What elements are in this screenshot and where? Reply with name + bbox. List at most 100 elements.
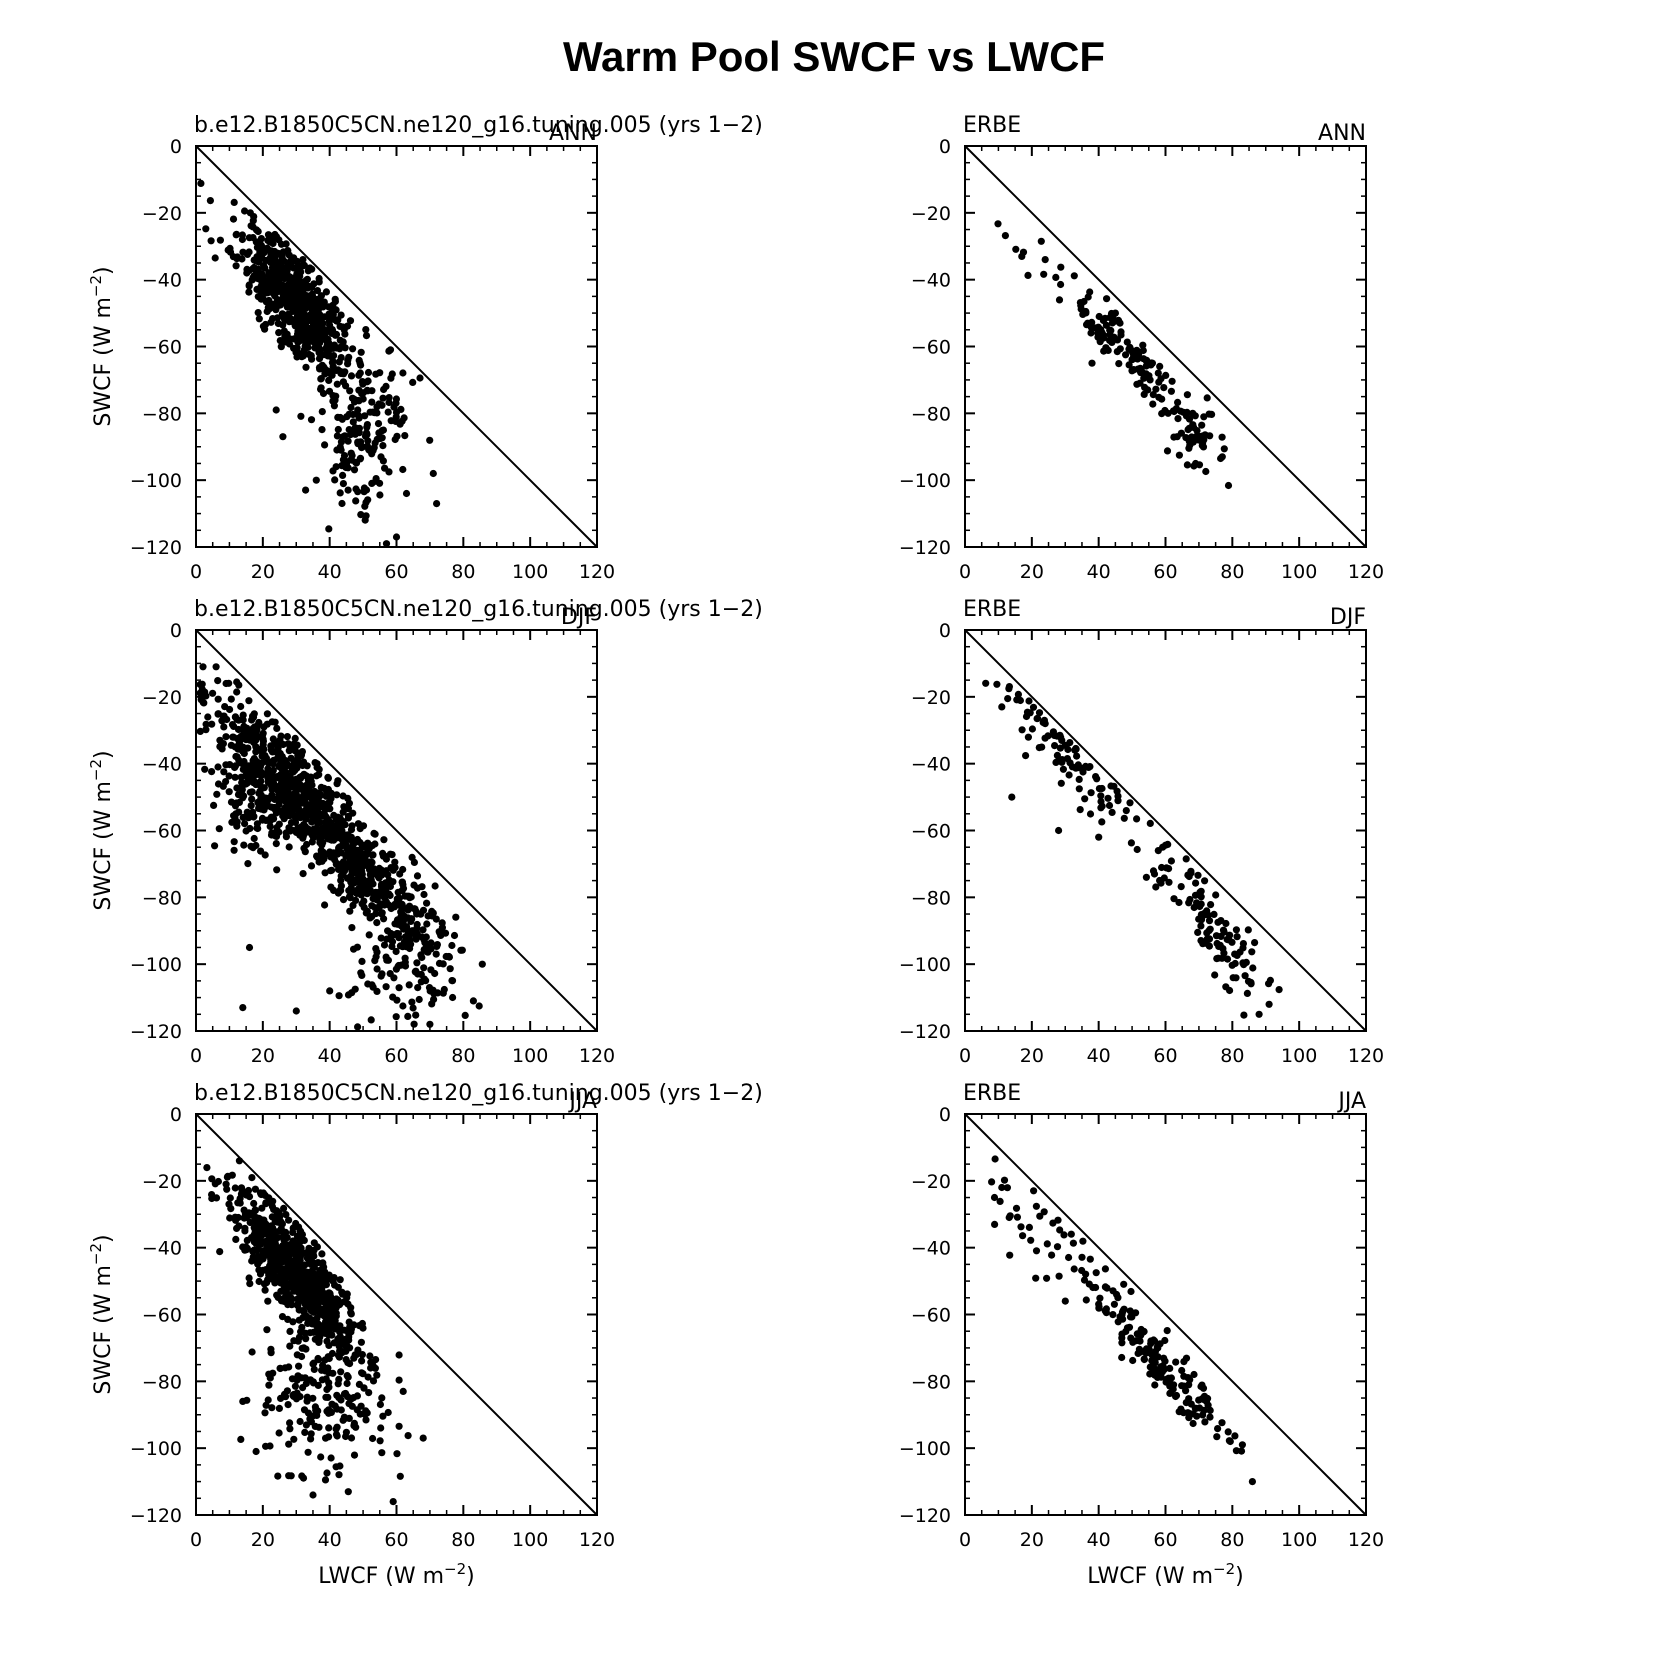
data-point [298, 1266, 306, 1274]
data-point [267, 1345, 275, 1353]
data-point [202, 720, 210, 728]
one-to-one-line [195, 629, 598, 1032]
data-point [423, 941, 431, 950]
data-point [398, 902, 406, 910]
data-point [1039, 718, 1047, 727]
y-axis-label-exponent: −2 [87, 275, 105, 297]
data-point [1163, 1327, 1171, 1335]
data-point [376, 434, 385, 442]
data-point [323, 1469, 331, 1477]
data-point [322, 288, 330, 296]
y-tick-label: −20 [911, 687, 951, 709]
data-point [232, 799, 241, 807]
data-point [1095, 785, 1103, 793]
x-tick-label: 80 [1220, 1529, 1244, 1551]
data-point [1114, 797, 1122, 805]
data-point [290, 806, 298, 814]
data-point [291, 1382, 299, 1390]
data-point [311, 759, 319, 767]
data-point [281, 283, 290, 291]
data-point [452, 913, 460, 921]
data-point [1055, 756, 1063, 764]
data-point [203, 1164, 211, 1172]
x-tick-label: 120 [579, 1529, 615, 1551]
data-point [1025, 697, 1033, 705]
data-point [1116, 1313, 1124, 1321]
data-point [346, 856, 354, 864]
data-point [329, 1277, 337, 1285]
data-point [393, 1450, 401, 1458]
data-point [326, 1305, 334, 1313]
data-point [1161, 406, 1169, 415]
data-point [342, 1335, 350, 1343]
data-point [1097, 797, 1105, 806]
data-point [254, 1236, 262, 1244]
data-point [998, 1183, 1006, 1192]
data-point [1103, 1284, 1111, 1292]
data-point [399, 884, 408, 893]
data-point [364, 880, 372, 888]
y-tick-label: −60 [911, 1305, 951, 1327]
data-point [327, 789, 335, 797]
data-point [314, 1301, 322, 1309]
x-axis-label-suffix: ) [466, 1564, 475, 1589]
data-point [457, 946, 465, 954]
data-point [248, 1174, 256, 1182]
data-point [1178, 1366, 1186, 1375]
data-point [258, 270, 266, 278]
data-point [343, 1294, 351, 1302]
data-point [286, 1327, 294, 1335]
data-point [1005, 683, 1014, 691]
data-point [329, 1369, 337, 1377]
data-point [1180, 1372, 1188, 1380]
data-point [372, 888, 380, 896]
data-point [265, 1194, 273, 1202]
data-point [330, 1339, 338, 1347]
data-point [319, 303, 327, 311]
data-point [334, 316, 342, 324]
data-point [1223, 955, 1232, 963]
data-point [1244, 926, 1252, 934]
data-point [1240, 961, 1248, 969]
data-point [308, 838, 316, 846]
data-point [1032, 1247, 1041, 1255]
data-point [286, 1425, 294, 1433]
data-point [211, 842, 219, 850]
data-point [229, 215, 238, 223]
data-point [268, 1404, 276, 1412]
data-point [212, 663, 220, 671]
data-point [202, 225, 210, 233]
x-tick-label: 100 [1281, 1045, 1317, 1067]
data-point [371, 830, 379, 838]
data-point [1142, 362, 1150, 370]
data-point [365, 931, 373, 939]
data-point [429, 469, 437, 478]
data-point [234, 791, 243, 799]
data-point [336, 886, 344, 894]
data-point [412, 1011, 420, 1019]
y-tick-label: −80 [911, 1371, 951, 1393]
data-point [1036, 1212, 1044, 1220]
data-point [1000, 1176, 1009, 1184]
data-point [1255, 1010, 1263, 1018]
y-axis-label-exponent: −2 [87, 1243, 105, 1265]
data-point [319, 1259, 327, 1267]
data-point [275, 828, 283, 836]
data-point [283, 787, 291, 795]
data-point [1194, 436, 1203, 444]
data-point [362, 1416, 370, 1424]
data-point [354, 411, 362, 419]
data-point [376, 491, 384, 499]
data-point [370, 869, 378, 877]
data-point [348, 394, 357, 402]
data-point [395, 1422, 403, 1430]
data-point [241, 1227, 249, 1235]
data-point [356, 454, 365, 462]
data-point [1079, 768, 1087, 776]
data-point [1220, 928, 1228, 936]
data-point [232, 231, 240, 239]
scatter-panel-6: ERBE JJA 0 20 40 60 80 100 120 0 −20 −40 −60 −80 −100 −… [899, 1081, 1384, 1589]
data-point [227, 1205, 235, 1213]
data-point [389, 1498, 397, 1506]
y-tick-label: −60 [142, 1305, 182, 1327]
